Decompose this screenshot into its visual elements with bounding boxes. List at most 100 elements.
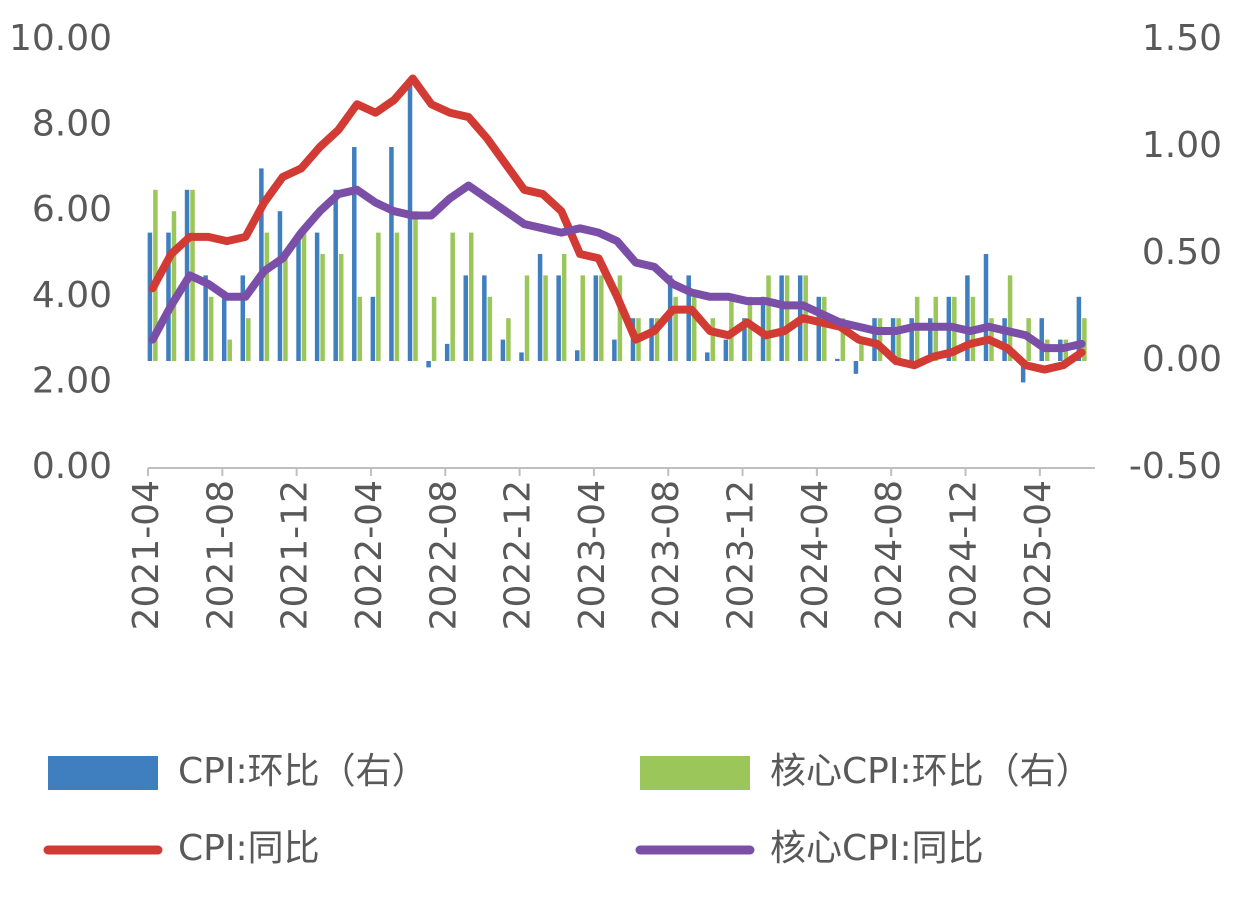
bar [259,168,264,361]
bar [928,318,933,361]
bar [723,339,729,361]
bar [835,358,840,361]
bar [338,254,344,361]
bar [556,275,561,361]
line [148,74,1086,374]
bar [1020,361,1026,383]
bar [561,254,567,361]
y-tick-label: 4.00 [32,275,112,316]
x-tick-label: 2022-04 [349,480,390,630]
bar [166,232,171,361]
y2-tick-label: 1.50 [1142,18,1222,59]
x-tick-label: 2025-04 [1018,480,1059,630]
bar [283,254,288,361]
bar [500,339,506,361]
bar [376,232,381,361]
bar [407,82,413,362]
x-tick-label: 2023-08 [646,480,687,630]
legend-label: CPI:同比 [178,828,320,869]
bar [822,296,827,361]
bar [413,211,418,361]
x-tick-label: 2023-04 [572,480,613,630]
bar [840,318,846,361]
bar [506,318,511,361]
bar [370,296,376,361]
bar [859,339,864,361]
x-tick-label: 2024-04 [795,480,836,630]
bar [314,232,320,361]
x-tick-label: 2024-08 [869,480,910,630]
bar [705,352,710,361]
bar [221,296,227,361]
x-tick-label: 2021-04 [126,480,167,630]
bar [227,339,232,361]
bar [208,296,214,361]
x-tick-label: 2021-12 [275,480,316,630]
bar [296,232,301,361]
bar [487,296,493,361]
legend-swatch [48,756,158,790]
bar [426,361,431,368]
bar [524,275,530,361]
bar [450,232,455,361]
bar [742,318,747,361]
x-tick-label: 2024-12 [944,480,985,630]
bar [320,254,325,361]
bar [654,318,660,361]
bar [890,318,896,361]
bar [909,318,914,361]
bar [264,232,270,361]
bar [691,296,697,361]
bar [673,296,678,361]
bar [686,275,691,361]
bar [352,147,357,361]
bar [766,275,771,361]
bar [710,318,716,361]
bar [357,296,363,361]
bar [649,318,654,361]
bar [333,189,338,361]
bar [593,275,599,361]
bar [482,275,487,361]
bar [469,232,474,361]
bar [816,296,822,361]
y-tick-label: 0.00 [32,446,112,487]
x-tick-label: 2022-12 [498,480,539,630]
bar [301,232,307,361]
bar [537,254,543,361]
legend-label: 核心CPI:环比（右） [770,751,1092,792]
line [148,181,1086,353]
y-tick-label: 8.00 [32,104,112,145]
bar [171,211,177,361]
bar [147,232,153,361]
bar [617,275,623,361]
bar [1082,318,1087,361]
bar [784,275,790,361]
bar [877,318,883,361]
bar [463,275,469,361]
x-tick-label: 2022-08 [423,480,464,630]
bar [543,275,548,361]
legend-label: CPI:环比（右） [178,751,428,792]
bar [246,318,251,361]
y2-tick-label: 0.50 [1142,232,1222,273]
legend-label: 核心CPI:同比 [770,828,984,869]
bar [580,275,585,361]
bar [203,275,208,361]
bar [394,232,400,361]
bar [965,275,970,361]
x-tick-label: 2023-12 [721,480,762,630]
bar [444,343,450,361]
bar [574,350,580,361]
y-tick-label: 6.00 [32,189,112,230]
bar [1007,275,1013,361]
y2-tick-label: -0.50 [1129,446,1222,487]
bar [277,211,283,361]
bar [519,352,524,361]
y2-tick-label: 1.00 [1142,125,1222,166]
bar [779,275,784,361]
bar [1076,296,1082,361]
legend-swatch [640,756,750,790]
bar [240,275,246,361]
